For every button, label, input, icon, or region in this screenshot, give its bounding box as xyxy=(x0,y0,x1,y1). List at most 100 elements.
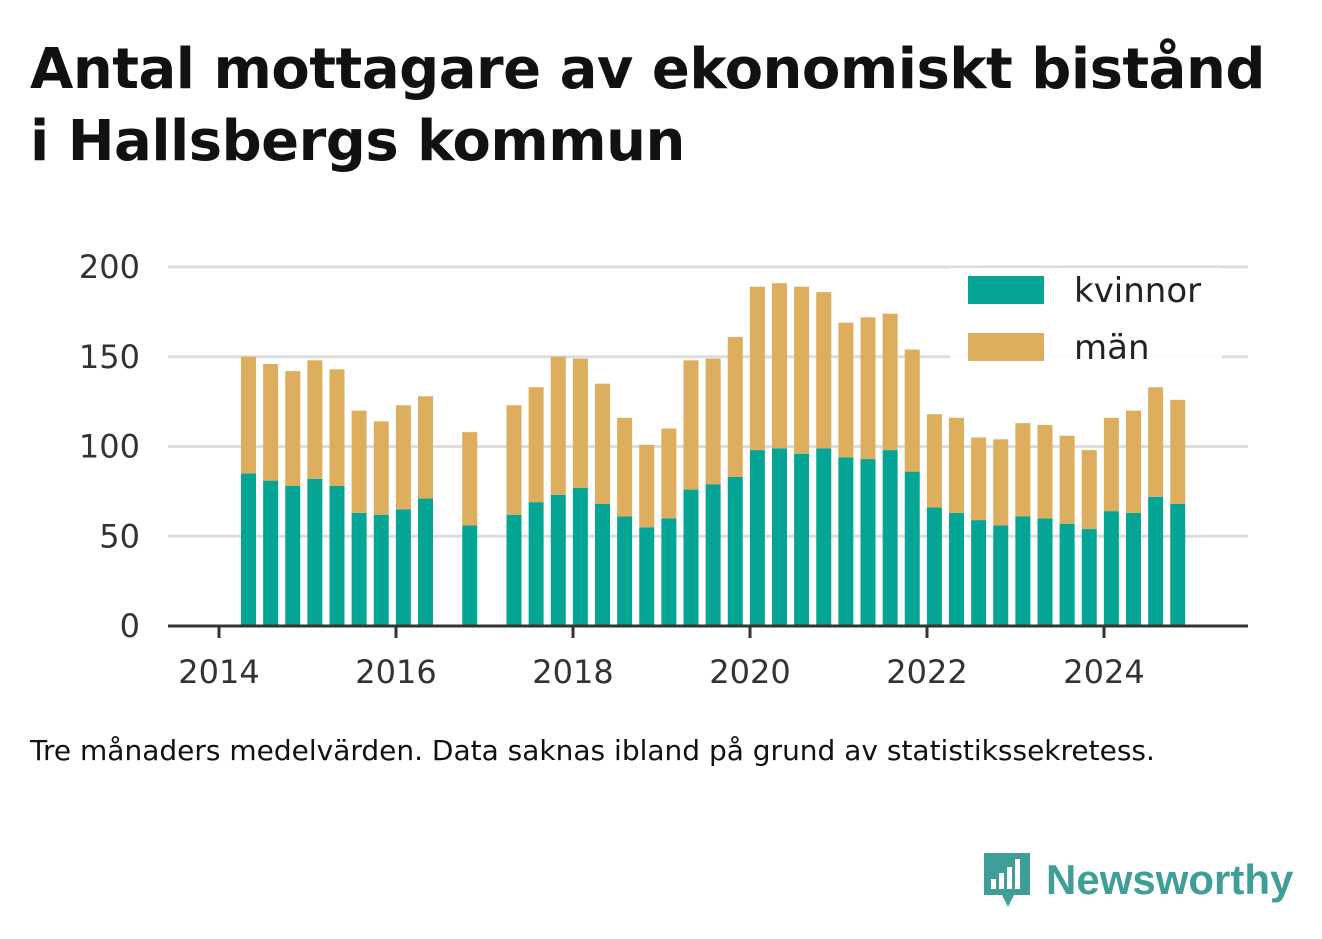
bar-kvinnor-2021-11 xyxy=(904,471,920,626)
bar-kvinnor-2022-08 xyxy=(971,520,987,626)
x-tick-label-2016: 2016 xyxy=(355,653,436,691)
bar-kvinnor-2016-11 xyxy=(462,525,478,626)
bar-man-2020-11 xyxy=(816,292,832,449)
bar-man-2023-11 xyxy=(1081,450,1097,530)
bar-kvinnor-2017-11 xyxy=(550,494,566,626)
bar-man-2014-11 xyxy=(285,371,301,486)
newsworthy-logo-text: Newsworthy xyxy=(1046,856,1294,903)
bar-kvinnor-2021-02 xyxy=(838,457,854,626)
bar-kvinnor-2016-02 xyxy=(395,509,411,626)
chart-title: Antal mottagare av ekonomiskt bistånd i … xyxy=(30,37,1265,174)
bar-kvinnor-2021-05 xyxy=(860,459,876,626)
bar-kvinnor-2019-08 xyxy=(705,484,721,626)
bar-kvinnor-2020-02 xyxy=(749,450,765,626)
bar-man-2018-02 xyxy=(572,358,588,488)
bar-kvinnor-2020-11 xyxy=(816,448,832,626)
legend-label-kvinnor: kvinnor xyxy=(1074,271,1201,311)
bar-man-2022-08 xyxy=(971,437,987,521)
bar-kvinnor-2022-11 xyxy=(993,525,1009,626)
bar-kvinnor-2018-08 xyxy=(617,516,633,626)
bar-kvinnor-2023-02 xyxy=(1015,516,1031,626)
bar-man-2021-11 xyxy=(904,349,920,472)
bar-man-2014-05 xyxy=(241,356,256,474)
bar-man-2024-05 xyxy=(1126,410,1141,513)
bar-man-2016-05 xyxy=(418,396,433,499)
bar-man-2024-02 xyxy=(1103,417,1119,512)
bar-man-2017-05 xyxy=(506,405,522,515)
bar-kvinnor-2015-02 xyxy=(307,478,323,626)
bar-kvinnor-2024-05 xyxy=(1126,512,1141,626)
bar-kvinnor-2018-11 xyxy=(639,527,655,626)
bar-man-2015-02 xyxy=(307,360,323,479)
legend-swatch-man xyxy=(968,333,1044,361)
bar-kvinnor-2015-08 xyxy=(351,512,367,626)
bar-man-2024-08 xyxy=(1148,387,1164,497)
bar-kvinnor-2022-05 xyxy=(949,512,964,626)
bar-kvinnor-2020-05 xyxy=(772,448,787,626)
y-tick-label-150: 150 xyxy=(79,338,140,376)
bar-man-2021-05 xyxy=(860,317,876,460)
bar-man-2022-02 xyxy=(926,414,942,508)
bar-man-2019-08 xyxy=(705,358,721,485)
bar-kvinnor-2014-08 xyxy=(263,480,279,626)
bar-man-2014-08 xyxy=(263,363,279,481)
newsworthy-logo[interactable]: Newsworthy xyxy=(980,848,1293,912)
bar-kvinnor-2019-02 xyxy=(661,518,677,626)
bar-kvinnor-2014-05 xyxy=(241,473,256,626)
bar-man-2023-05 xyxy=(1037,424,1053,519)
x-tick-label-2018: 2018 xyxy=(532,653,613,691)
y-tick-label-100: 100 xyxy=(79,428,140,466)
axes: 0 50 100 150 200 2014 2016 2018 2020 2022 2024 xyxy=(79,248,1248,691)
bar-kvinnor-2020-08 xyxy=(794,453,810,626)
bar-man-2023-08 xyxy=(1059,435,1075,524)
bar-man-2023-02 xyxy=(1015,423,1031,517)
bar-man-2020-08 xyxy=(794,286,810,454)
bar-man-2020-05 xyxy=(772,283,787,449)
bars xyxy=(241,283,1186,626)
bar-man-2020-02 xyxy=(749,286,765,451)
y-tick-label-0: 0 xyxy=(120,607,140,645)
bar-man-2018-05 xyxy=(595,383,610,504)
x-tick-label-2022: 2022 xyxy=(886,653,967,691)
bar-man-2019-05 xyxy=(683,360,699,490)
bar-kvinnor-2015-05 xyxy=(329,485,345,626)
bar-kvinnor-2024-11 xyxy=(1170,503,1186,626)
legend-swatch-kvinnor xyxy=(968,276,1044,304)
bar-man-2022-05 xyxy=(949,417,964,513)
x-tick-label-2014: 2014 xyxy=(178,653,259,691)
bar-man-2019-11 xyxy=(727,337,743,478)
bar-man-2024-11 xyxy=(1170,399,1186,504)
bar-kvinnor-2021-08 xyxy=(882,450,898,626)
x-tick-label-2020: 2020 xyxy=(709,653,790,691)
bar-kvinnor-2023-05 xyxy=(1037,518,1053,626)
bar-man-2015-08 xyxy=(351,410,367,513)
bar-kvinnor-2023-08 xyxy=(1059,523,1075,626)
bar-kvinnor-2019-05 xyxy=(683,489,699,626)
bar-man-2016-02 xyxy=(395,405,411,510)
bar-kvinnor-2018-05 xyxy=(595,503,610,626)
bar-kvinnor-2014-11 xyxy=(285,485,301,626)
bar-man-2021-08 xyxy=(882,313,898,451)
bar-man-2018-08 xyxy=(617,417,633,517)
bar-man-2017-08 xyxy=(528,387,544,503)
chart-caption: Tre månaders medelvärden. Data saknas ib… xyxy=(30,734,1155,767)
bar-kvinnor-2023-11 xyxy=(1081,529,1097,626)
legend-label-man: män xyxy=(1074,328,1150,368)
y-tick-label-200: 200 xyxy=(79,248,140,286)
x-tick-label-2024: 2024 xyxy=(1063,653,1144,691)
bar-man-2017-11 xyxy=(550,356,566,495)
bar-kvinnor-2015-11 xyxy=(373,514,389,626)
bar-man-2019-02 xyxy=(661,428,677,519)
bar-kvinnor-2017-08 xyxy=(528,502,544,626)
bar-kvinnor-2019-11 xyxy=(727,477,743,626)
bar-man-2016-11 xyxy=(462,432,478,526)
bar-kvinnor-2024-02 xyxy=(1103,511,1119,626)
bar-man-2022-11 xyxy=(993,439,1009,526)
bar-kvinnor-2017-05 xyxy=(506,514,522,626)
bar-kvinnor-2024-08 xyxy=(1148,496,1164,626)
bar-kvinnor-2016-05 xyxy=(418,498,433,626)
newsworthy-logo-icon xyxy=(984,853,1030,907)
bar-kvinnor-2022-02 xyxy=(926,507,942,626)
y-tick-label-50: 50 xyxy=(99,517,140,555)
